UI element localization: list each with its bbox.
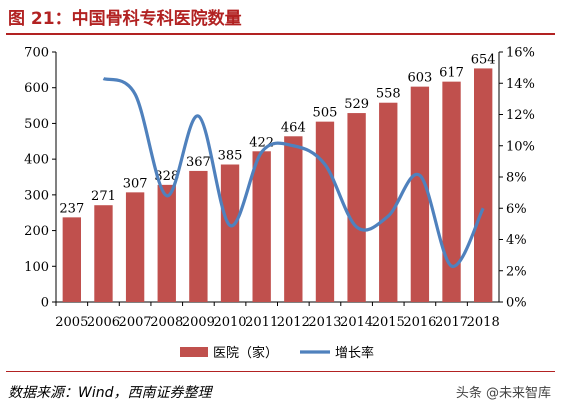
y-right-tick-label: 6% <box>506 202 527 217</box>
y-right-tick-label: 8% <box>506 171 527 186</box>
y-right-tick-label: 16% <box>506 46 535 61</box>
bar-data-label: 307 <box>123 176 148 191</box>
x-tick-label: 2015 <box>372 315 405 330</box>
bar-series <box>62 68 493 303</box>
legend-label-bar: 医院（家） <box>213 345 278 361</box>
bar <box>379 102 398 302</box>
bar <box>410 86 430 303</box>
bar-data-label: 385 <box>218 149 243 164</box>
bar-data-label: 367 <box>186 155 211 170</box>
y-left-tick-label: 600 <box>24 81 49 96</box>
x-tick-label: 2008 <box>150 315 183 330</box>
bar <box>62 217 81 302</box>
bar-data-label: 505 <box>313 106 338 121</box>
legend-swatch-bar <box>180 347 208 357</box>
bar <box>474 68 493 302</box>
x-tick-label: 2017 <box>435 315 468 330</box>
bar-data-label: 654 <box>471 52 496 67</box>
x-tick-label: 2006 <box>87 315 120 330</box>
x-tick-label: 2014 <box>340 315 373 330</box>
y-left-tick-label: 200 <box>24 224 49 239</box>
y-left-tick-label: 100 <box>24 260 49 275</box>
bar <box>252 151 271 302</box>
y-right-tick-label: 2% <box>506 264 527 279</box>
bar-data-label: 558 <box>376 87 401 102</box>
bar-data-label: 422 <box>249 135 274 150</box>
x-tick-label: 2018 <box>467 315 500 330</box>
chart-legend: 医院（家） 增长率 <box>180 345 374 361</box>
y-left-tick-label: 0 <box>41 296 49 311</box>
watermark: 头条 @未来智库 <box>455 386 551 401</box>
x-tick-label: 2007 <box>119 315 152 330</box>
bar <box>157 184 176 302</box>
bar <box>220 164 240 302</box>
bar-data-label: 464 <box>281 120 306 135</box>
x-tick-label: 2009 <box>182 315 215 330</box>
bar-data-labels: 237 271 307 328 367 385 422 464 505 529 558 603 617 6… <box>59 52 495 216</box>
bar <box>94 205 113 302</box>
figure-title: 图 21：中国骨科专科医院数量 <box>8 9 242 29</box>
x-tick-label: 2016 <box>403 315 436 330</box>
y-right-tick-label: 12% <box>506 108 535 123</box>
bar-data-label: 529 <box>344 97 369 112</box>
x-tick-label: 2011 <box>245 315 278 330</box>
y-right-tick-label: 10% <box>506 139 535 154</box>
y-right-tick-label: 14% <box>506 77 535 92</box>
y-right-tick-label: 4% <box>506 233 527 248</box>
bar <box>284 136 303 302</box>
x-tick-label: 2012 <box>277 315 310 330</box>
bar <box>315 121 335 303</box>
y-left-tick-label: 700 <box>24 46 49 61</box>
legend-label-line: 增长率 <box>335 345 374 361</box>
bar-data-label: 328 <box>154 169 179 184</box>
bar <box>125 192 145 302</box>
x-tick-label: 2010 <box>213 315 246 330</box>
bar <box>347 113 366 302</box>
y-left-tick-label: 300 <box>24 188 49 203</box>
y-left-tick-label: 500 <box>24 117 49 132</box>
x-tick-label: 2013 <box>308 315 341 330</box>
source-note: 数据来源：Wind，西南证券整理 <box>8 385 212 401</box>
y-right-tick-label: 0% <box>506 296 527 311</box>
bar-data-label: 603 <box>407 71 432 86</box>
x-tick-label: 2005 <box>55 315 88 330</box>
y-left-tick-label: 400 <box>24 153 49 168</box>
bar-data-label: 617 <box>439 66 464 81</box>
footer-rule <box>6 371 555 372</box>
bar-data-label: 271 <box>91 189 116 204</box>
line-series <box>102 77 485 268</box>
bar <box>189 170 208 302</box>
bar <box>442 81 461 303</box>
chart-axes: 0 100 200 300 400 500 600 700 0% 2% 4% 6% 8% 10% 12% 14… <box>24 46 535 331</box>
bar-data-label: 237 <box>59 201 84 216</box>
title-rule <box>6 33 555 35</box>
